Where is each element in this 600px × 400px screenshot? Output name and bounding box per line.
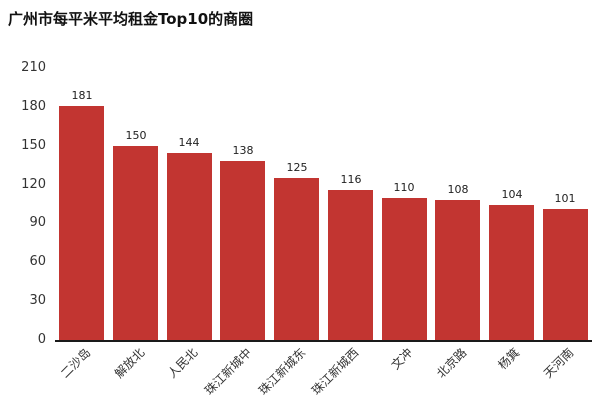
bar (274, 178, 319, 340)
bar (59, 106, 104, 340)
chart-title: 广州市每平米平均租金Top10的商圈 (8, 10, 254, 28)
bar (543, 209, 588, 340)
bar-value-label: 110 (393, 181, 415, 194)
bar (167, 153, 212, 340)
bar-value-label: 104 (501, 188, 523, 201)
y-tick-label: 150 (21, 137, 46, 153)
plot-area: 181 150 144 138 125 116 110 108 104 101 (55, 68, 592, 342)
y-tick-label: 90 (29, 215, 46, 231)
bar-value-label: 150 (125, 129, 147, 142)
bar-value-label: 181 (71, 89, 93, 102)
bar-value-label: 101 (554, 192, 576, 205)
bar-value-label: 116 (340, 173, 362, 186)
bar (435, 200, 480, 340)
y-tick-label: 60 (29, 254, 46, 270)
bar-value-label: 108 (447, 183, 469, 196)
bar-value-label: 125 (286, 161, 308, 174)
bar (328, 190, 373, 340)
bar (220, 161, 265, 340)
bar-value-label: 138 (232, 144, 254, 157)
x-tick-label: 二沙岛 (57, 345, 94, 381)
bar-value-label: 144 (178, 136, 200, 149)
y-tick-label: 180 (21, 98, 46, 114)
y-tick-label: 30 (29, 293, 46, 309)
y-tick-label: 120 (21, 176, 46, 192)
bar (382, 198, 427, 340)
bar (113, 146, 158, 340)
x-axis: 二沙岛 解放北 人民北 珠江新城中 珠江新城东 珠江新城西 文冲 北京路 杨箕 天河南 (55, 344, 592, 400)
bar (489, 205, 534, 340)
y-tick-label: 0 (37, 332, 46, 347)
y-tick-label: 210 (21, 60, 46, 75)
